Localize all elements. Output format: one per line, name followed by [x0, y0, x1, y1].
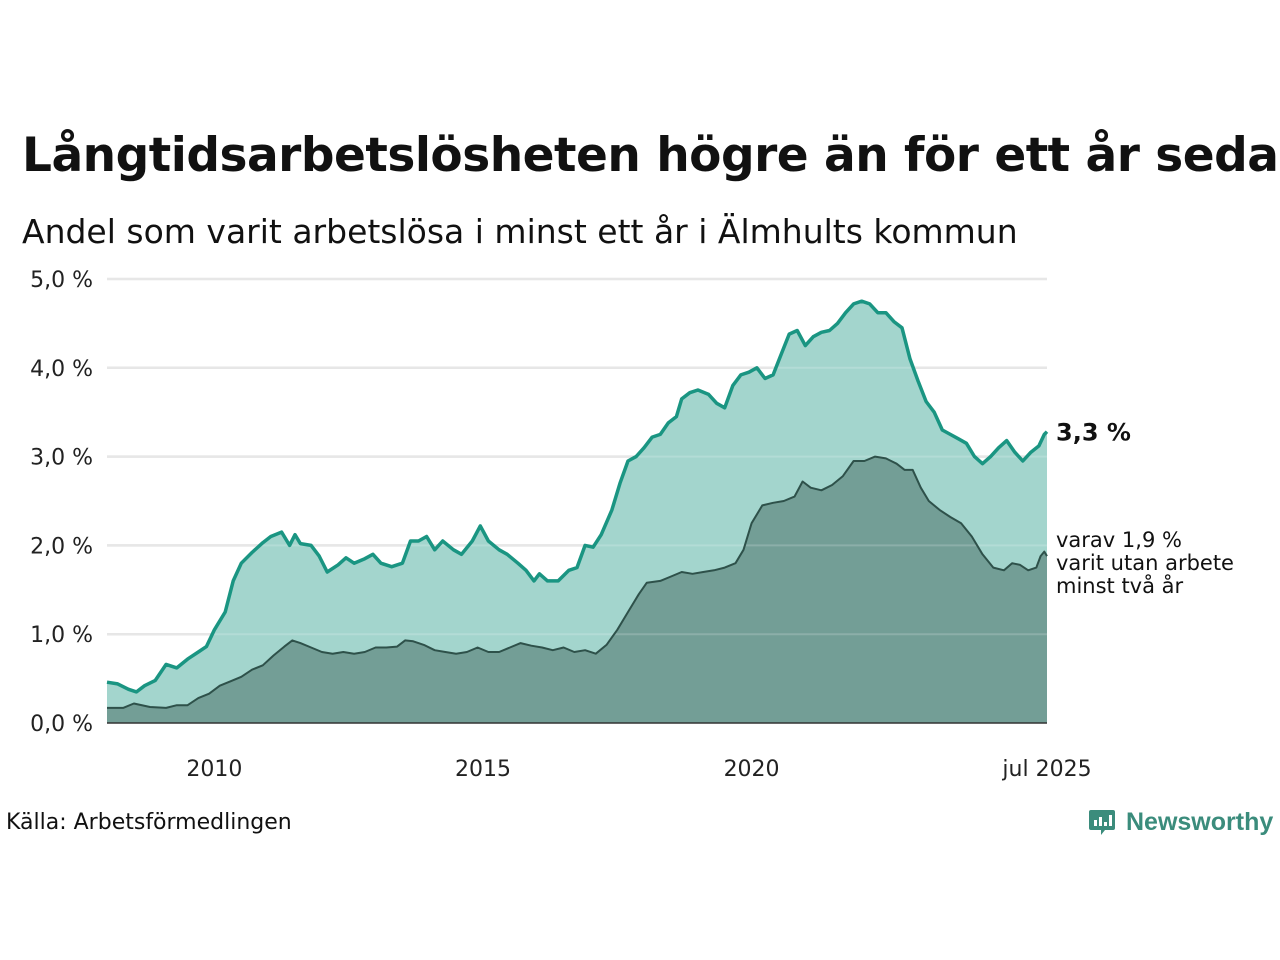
y-tick-label: 5,0 %: [30, 268, 93, 293]
x-tick-label: 2015: [455, 757, 511, 782]
source-note: Källa: Arbetsförmedlingen: [6, 810, 292, 835]
subset-area: [107, 456, 1047, 723]
x-tick-label: 2010: [186, 757, 242, 782]
x-tick-label: 2020: [724, 757, 780, 782]
end-label-subset: varav 1,9 %: [1056, 528, 1182, 552]
chart-subtitle: Andel som varit arbetslösa i minst ett å…: [22, 212, 1018, 251]
end-label-subset: varit utan arbete: [1056, 551, 1234, 575]
subset-line: [107, 455, 1048, 709]
y-tick-label: 3,0 %: [30, 446, 93, 471]
y-tick-label: 1,0 %: [30, 623, 93, 648]
y-tick-label: 2,0 %: [30, 534, 93, 559]
end-label-total: 3,3 %: [1056, 419, 1131, 447]
end-label-subset: minst två år: [1056, 573, 1184, 598]
y-tick-label: 4,0 %: [30, 357, 93, 382]
chart-title: Långtidsarbetslösheten högre än för ett …: [22, 128, 1280, 183]
brand-logo: Newsworthy: [1088, 804, 1273, 840]
x-tick-label: jul 2025: [1001, 757, 1091, 782]
total-line: [106, 299, 1049, 694]
y-tick-label: 0,0 %: [30, 712, 93, 737]
newsworthy-logo-icon: [1089, 810, 1115, 835]
brand-name: Newsworthy: [1126, 807, 1274, 836]
